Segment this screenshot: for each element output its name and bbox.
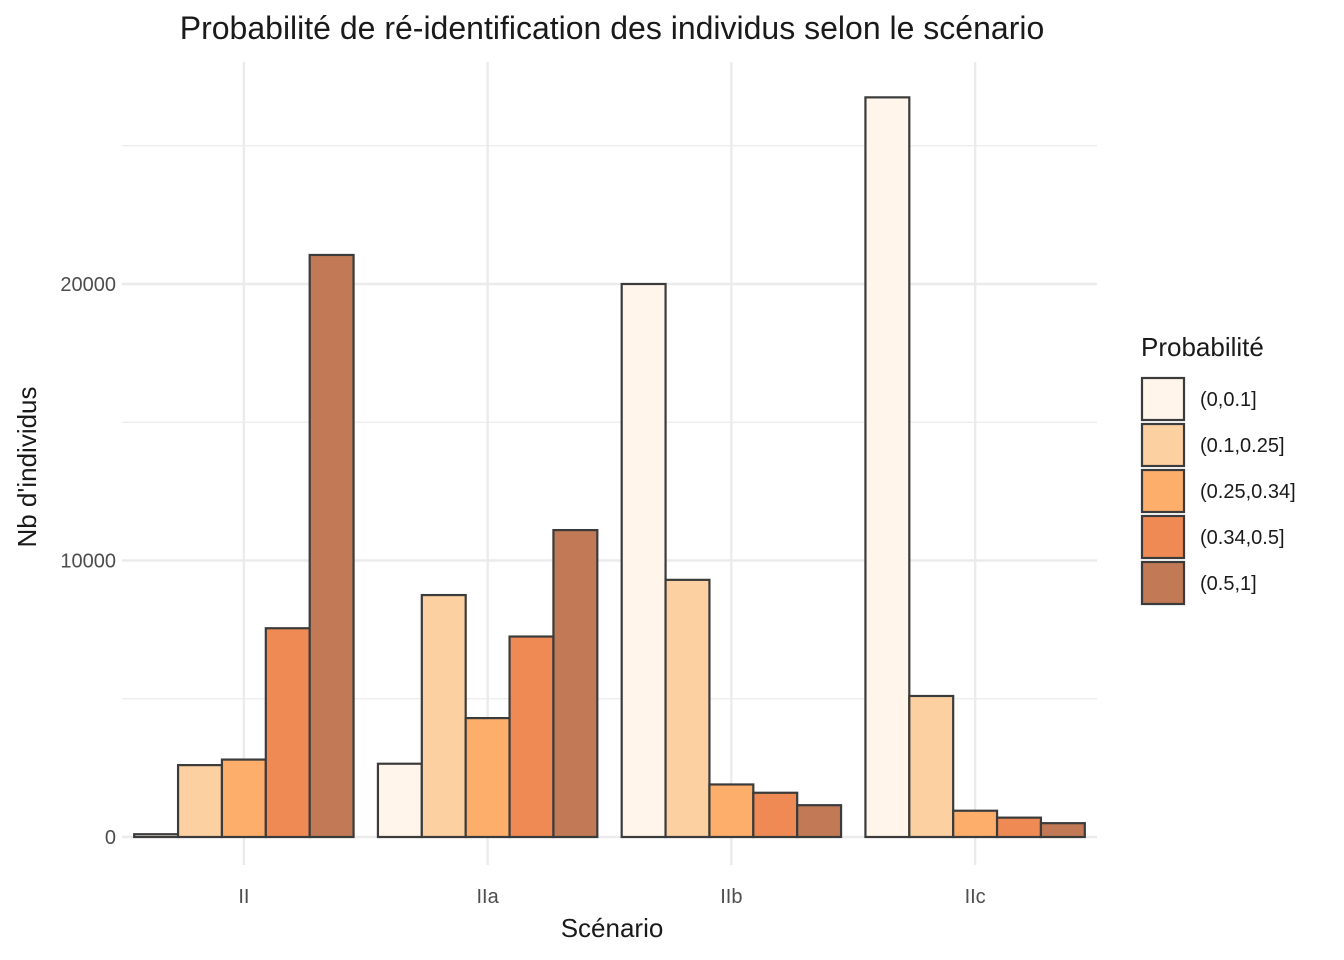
legend-label: (0.5,1] (1200, 573, 1257, 595)
bar (464, 717, 511, 839)
x-tick-label: II (238, 886, 249, 908)
bar (908, 694, 955, 839)
legend-label: (0.25,0.34] (1200, 481, 1296, 503)
legend-title: Probabilité (1141, 332, 1264, 362)
legend-key (1140, 422, 1186, 468)
legend-key (1140, 468, 1186, 514)
y-axis-title: Nb d'individus (12, 386, 42, 547)
legend-label: (0.1,0.25] (1200, 435, 1285, 457)
y-tick-label: 10000 (60, 551, 116, 573)
bar (796, 804, 843, 839)
bar (508, 635, 555, 839)
legend-key (1140, 376, 1186, 422)
x-tick-label: IIb (720, 886, 742, 908)
legend-key (1140, 560, 1186, 606)
legend-label: (0,0.1] (1200, 389, 1257, 411)
legend: Probabilité (0,0.1] (0.1,0.25] (0.25,0.34]… (1140, 332, 1296, 606)
bar (995, 816, 1043, 839)
bar (664, 578, 711, 839)
bars (133, 96, 1086, 839)
bar (264, 627, 311, 839)
y-tick-label: 20000 (60, 274, 116, 296)
bar (133, 833, 180, 839)
legend-label: (0.34,0.5] (1200, 527, 1285, 549)
legend-key (1140, 514, 1186, 560)
bar (952, 809, 999, 839)
chart-title: Probabilité de ré-identification des ind… (180, 10, 1045, 46)
x-axis-title: Scénario (561, 913, 664, 943)
bar (864, 96, 911, 839)
bar (1039, 822, 1086, 839)
bar (708, 783, 755, 839)
bar (752, 791, 799, 839)
bar (176, 764, 224, 839)
y-axis-ticks: 0 10000 20000 (60, 274, 116, 849)
x-tick-label: IIc (965, 886, 986, 908)
bar (420, 593, 467, 839)
x-tick-label: IIa (477, 886, 500, 908)
bar (620, 282, 667, 839)
x-axis-ticks: II IIa IIb IIc (238, 886, 985, 908)
bar (552, 528, 599, 839)
bar (376, 762, 423, 839)
bar (308, 253, 355, 839)
bar (220, 758, 267, 839)
y-tick-label: 0 (105, 827, 116, 849)
